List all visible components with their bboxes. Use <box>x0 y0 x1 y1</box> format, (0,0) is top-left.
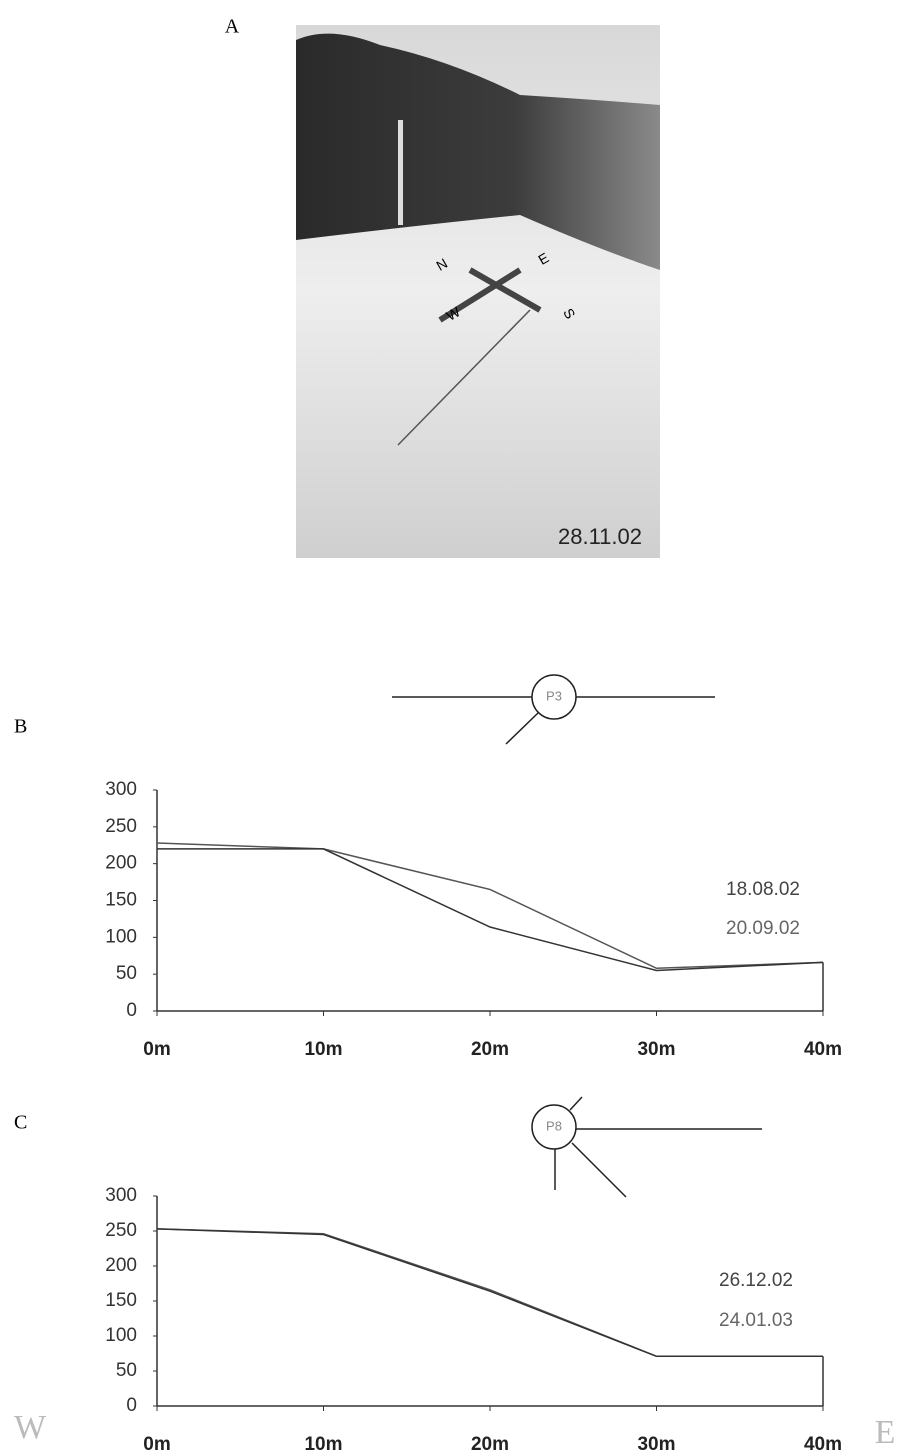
photo-trees <box>296 33 660 270</box>
x-tick-label: 0m <box>143 1434 170 1455</box>
station-circle <box>531 1104 577 1150</box>
photo-compass <box>438 267 542 323</box>
y-tick-label: 150 <box>105 1290 137 1311</box>
y-tick-label: 200 <box>105 853 137 874</box>
x-tick-label: 40m <box>804 1434 842 1455</box>
y-tick-label: 250 <box>105 816 137 837</box>
x-tick-label: 10m <box>304 1039 342 1060</box>
panel-label: C <box>14 1112 27 1134</box>
x-tick-label: 10m <box>304 1434 342 1455</box>
x-tick-label: 0m <box>143 1039 170 1060</box>
station-line <box>569 1096 583 1111</box>
x-tick-label: 30m <box>637 1434 675 1455</box>
x-tick-label: 40m <box>804 1039 842 1060</box>
y-tick-label: 250 <box>105 1220 137 1241</box>
legend-label: 20.09.02 <box>726 918 800 939</box>
y-tick-label: 0 <box>126 1395 137 1416</box>
direction-label: W <box>14 1409 47 1446</box>
station-line <box>505 712 539 745</box>
station-label: P8 <box>546 1118 562 1133</box>
x-tick-label: 20m <box>471 1434 509 1455</box>
y-tick-label: 300 <box>105 1185 137 1206</box>
series-line <box>156 1228 823 1358</box>
y-tick-label: 200 <box>105 1255 137 1276</box>
legend-label: 24.01.03 <box>719 1310 793 1331</box>
photo-date: 28.11.02 <box>558 524 642 549</box>
station-line <box>571 1142 627 1198</box>
x-tick-label: 30m <box>637 1039 675 1060</box>
series-line <box>157 848 824 972</box>
legend-label: 18.08.02 <box>726 879 800 900</box>
legend-label: 26.12.02 <box>719 1270 793 1291</box>
y-tick-label: 300 <box>105 779 137 800</box>
station-label: P3 <box>546 688 562 703</box>
photo-line <box>397 309 531 446</box>
y-tick-label: 50 <box>116 963 137 984</box>
panel-label: A <box>225 16 240 38</box>
series-line <box>156 1228 823 1358</box>
y-tick-label: 150 <box>105 890 137 911</box>
x-tick-label: 20m <box>471 1039 509 1060</box>
y-tick-label: 0 <box>126 1000 137 1021</box>
y-tick-label: 100 <box>105 1325 137 1346</box>
y-tick-label: 100 <box>105 926 137 947</box>
photo-pole <box>398 120 403 225</box>
series-line <box>156 842 824 970</box>
direction-label: E <box>875 1414 896 1451</box>
photo: N E S W 28.11.02 <box>296 25 660 558</box>
y-tick-label: 50 <box>116 1360 137 1381</box>
panel-label: B <box>14 716 27 738</box>
station-circle <box>531 674 577 720</box>
